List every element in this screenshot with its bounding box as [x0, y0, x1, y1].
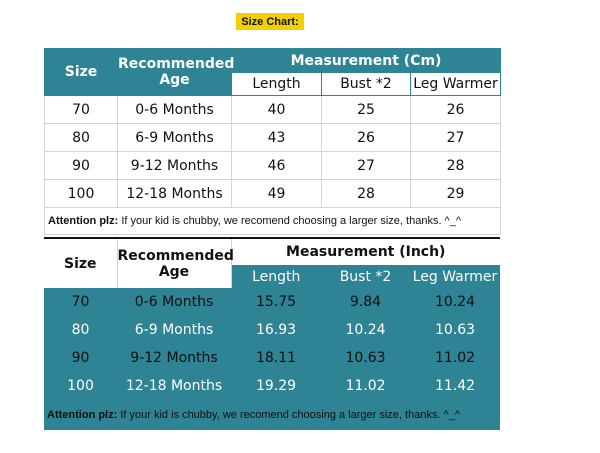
- attention-note: Attention plz: If your kid is chubby, we…: [44, 400, 500, 430]
- table-row: 100 12-18 Months 49 28 29: [44, 179, 502, 208]
- cell-size: 90: [44, 344, 117, 372]
- cell-leg: 26: [409, 95, 502, 124]
- size-chart-title: Size Chart:: [236, 13, 304, 30]
- cell-leg: 11.42: [410, 372, 500, 400]
- cell-age: 9-12 Months: [117, 344, 231, 372]
- header-age: Recommended Age: [117, 238, 234, 288]
- cell-leg: 27: [409, 123, 502, 152]
- header-length: Length: [231, 72, 322, 96]
- cell-length: 16.93: [231, 316, 321, 344]
- cm-size-table: Size Recommended Age Measurement (Cm) Le…: [43, 48, 502, 235]
- cell-size: 100: [44, 179, 118, 208]
- header-leg: Leg Warmer: [409, 72, 502, 96]
- inch-size-table: Size Recommended Age Measurement (Inch) …: [44, 237, 500, 430]
- cell-length: 43: [231, 123, 322, 152]
- header-bust: Bust *2: [321, 265, 410, 288]
- cell-leg: 10.63: [410, 316, 500, 344]
- cell-length: 18.11: [231, 344, 321, 372]
- cell-size: 80: [44, 123, 118, 152]
- cell-length: 46: [231, 151, 322, 180]
- cell-length: 19.29: [231, 372, 321, 400]
- cell-size: 70: [44, 95, 118, 124]
- header-size: Size: [44, 238, 118, 288]
- cell-length: 15.75: [231, 288, 321, 316]
- table-row: 90 9-12 Months 18.11 10.63 11.02: [44, 344, 500, 372]
- table-row: 90 9-12 Months 46 27 28: [44, 151, 502, 180]
- cell-age: 0-6 Months: [117, 95, 232, 124]
- cell-size: 70: [44, 288, 117, 316]
- header-measurement: Measurement (Cm): [230, 48, 502, 73]
- cell-leg: 10.24: [410, 288, 500, 316]
- header-length: Length: [231, 265, 321, 288]
- table-row: 70 0-6 Months 40 25 26: [44, 95, 502, 124]
- cell-leg: 11.02: [410, 344, 500, 372]
- cell-length: 49: [231, 179, 322, 208]
- header-measurement: Measurement (Inch): [231, 238, 500, 265]
- cell-bust: 11.02: [321, 372, 410, 400]
- cell-length: 40: [231, 95, 322, 124]
- table-row: 80 6-9 Months 16.93 10.24 10.63: [44, 316, 500, 344]
- header-size: Size: [44, 48, 118, 96]
- cell-age: 6-9 Months: [117, 123, 232, 152]
- cell-bust: 10.63: [321, 344, 410, 372]
- cell-age: 12-18 Months: [117, 179, 232, 208]
- header-bust: Bust *2: [321, 72, 411, 96]
- cell-age: 9-12 Months: [117, 151, 232, 180]
- cell-age: 12-18 Months: [117, 372, 231, 400]
- header-leg: Leg Warmer: [410, 265, 500, 288]
- cell-size: 90: [44, 151, 118, 180]
- attention-note: Attention plz: If your kid is chubby, we…: [43, 207, 502, 235]
- cell-age: 6-9 Months: [117, 316, 231, 344]
- cell-bust: 9.84: [321, 288, 410, 316]
- cell-bust: 26: [321, 123, 411, 152]
- table-row: 70 0-6 Months 15.75 9.84 10.24: [44, 288, 500, 316]
- cell-bust: 27: [321, 151, 411, 180]
- table-row: 100 12-18 Months 19.29 11.02 11.42: [44, 372, 500, 400]
- header-age: Recommended Age: [117, 48, 234, 96]
- cell-size: 80: [44, 316, 117, 344]
- cell-size: 100: [44, 372, 117, 400]
- cell-leg: 28: [409, 151, 502, 180]
- cell-leg: 29: [409, 179, 502, 208]
- table-row: 80 6-9 Months 43 26 27: [44, 123, 502, 152]
- cell-bust: 25: [321, 95, 411, 124]
- cell-age: 0-6 Months: [117, 288, 231, 316]
- cell-bust: 10.24: [321, 316, 410, 344]
- cell-bust: 28: [321, 179, 411, 208]
